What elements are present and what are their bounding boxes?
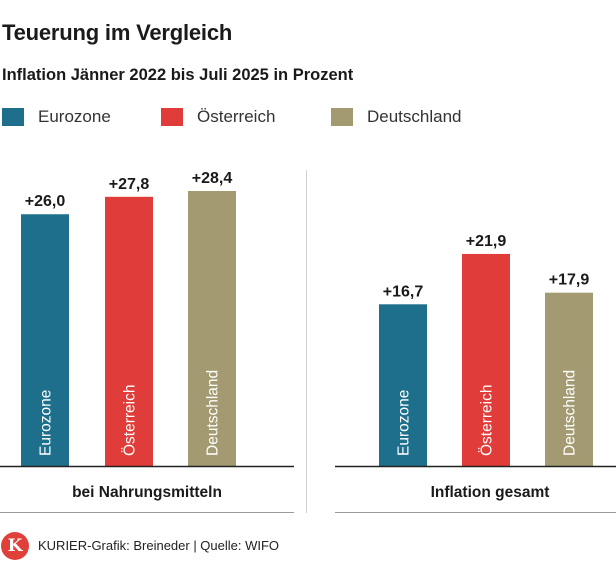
data-label-bei-nahrungsmitteln-eurozone: +26,0: [25, 193, 66, 210]
bar-label-inflation-gesamt-oesterreich: Österreich: [477, 385, 495, 457]
source-credit: KURIER-Grafik: Breineder | Quelle: WIFO: [38, 538, 280, 553]
legend-label-oesterreich: Österreich: [197, 107, 276, 126]
bar-chart: +26,0 Eurozone +27,8 Österreich +28,4 Deutsch…: [0, 170, 616, 513]
bar-label-bei-nahrungsmitteln-oesterreich: Österreich: [120, 385, 138, 457]
legend-swatch-oesterreich: [161, 108, 183, 126]
footer: K KURIER-Grafik: Breineder | Quelle: WIF…: [0, 530, 616, 562]
data-label-bei-nahrungsmitteln-deutschland: +28,4: [192, 170, 233, 187]
legend-label-eurozone: Eurozone: [38, 107, 111, 126]
kurier-logo: K: [1, 532, 29, 560]
bar-label-bei-nahrungsmitteln-deutschland: Deutschland: [204, 370, 221, 456]
category-label-bei-nahrungsmitteln: bei Nahrungsmitteln: [72, 484, 222, 501]
bar-bei-nahrungsmitteln-oesterreich: [105, 196, 153, 466]
bar-label-inflation-gesamt-deutschland: Deutschland: [561, 370, 578, 456]
bar-inflation-gesamt-eurozone: [379, 304, 427, 466]
bar-label-bei-nahrungsmitteln-eurozone: Eurozone: [37, 390, 54, 456]
data-label-inflation-gesamt-oesterreich: +21,9: [466, 233, 507, 250]
bar-inflation-gesamt-oesterreich: [462, 253, 510, 466]
category-label-inflation-gesamt: Inflation gesamt: [431, 484, 550, 501]
legend: Eurozone Österreich Deutschland: [0, 105, 616, 129]
legend-swatch-eurozone: [2, 108, 24, 126]
data-label-bei-nahrungsmitteln-oesterreich: +27,8: [109, 176, 150, 193]
bar-bei-nahrungsmitteln-eurozone: [21, 214, 69, 466]
legend-swatch-deutschland: [331, 108, 353, 126]
legend-label-deutschland: Deutschland: [367, 107, 462, 126]
data-label-inflation-gesamt-deutschland: +17,9: [549, 272, 590, 289]
chart-subtitle: Inflation Jänner 2022 bis Juli 2025 in P…: [2, 66, 354, 84]
bar-inflation-gesamt-deutschland: [545, 292, 593, 466]
bar-label-inflation-gesamt-eurozone: Eurozone: [395, 390, 412, 456]
bar-bei-nahrungsmitteln-deutschland: [188, 191, 236, 466]
data-label-inflation-gesamt-eurozone: +16,7: [383, 283, 424, 300]
chart-title: Teuerung im Vergleich: [2, 20, 233, 45]
